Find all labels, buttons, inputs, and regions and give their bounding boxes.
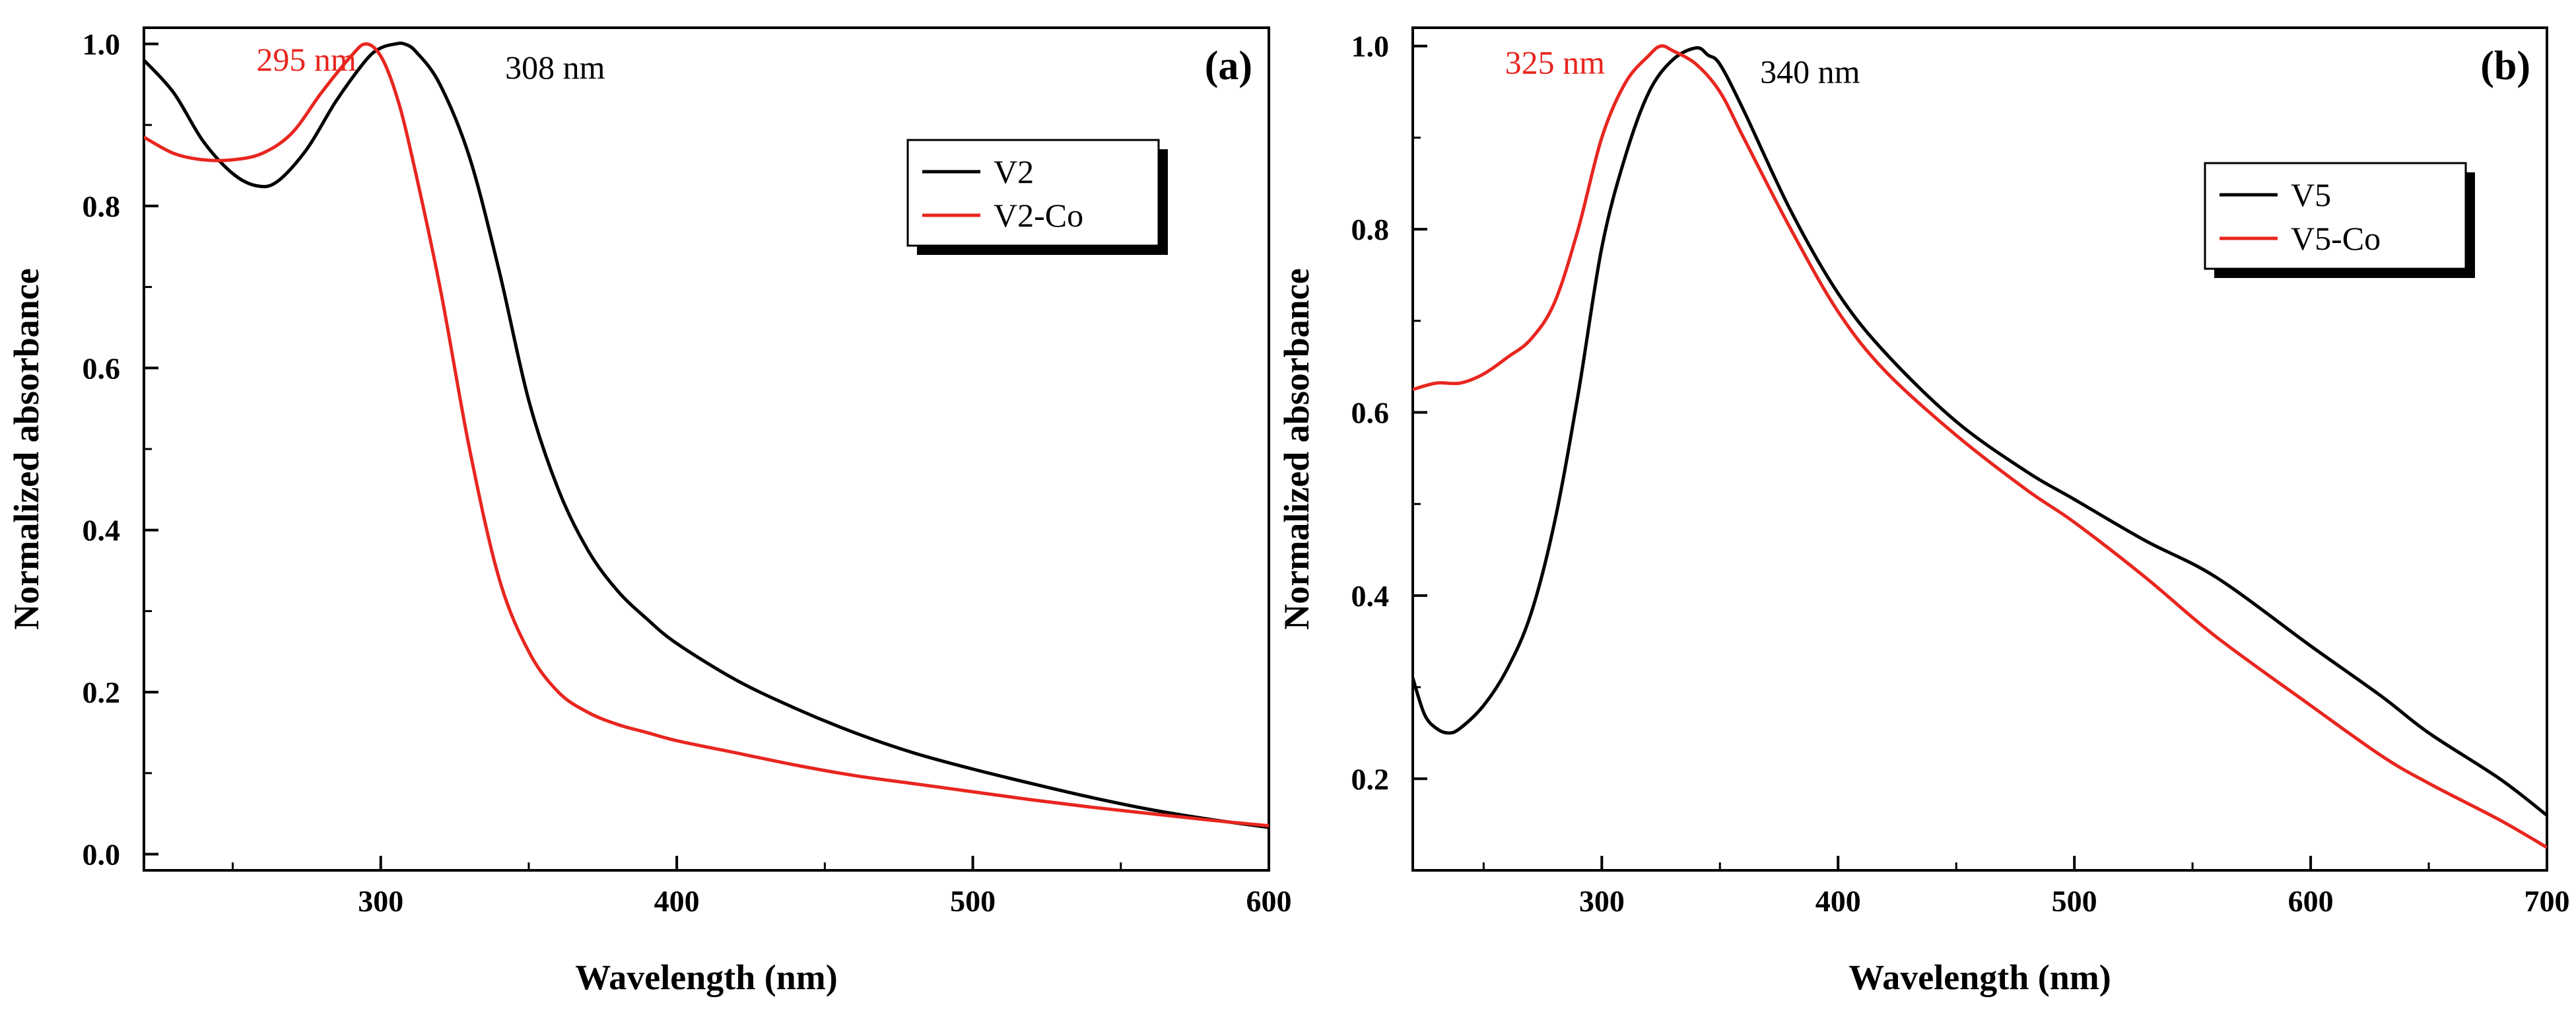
legend-label: V2-Co	[994, 197, 1083, 234]
series-line-v5	[1413, 46, 2547, 817]
panel-b: 300 400 500 600 700 0.2 0.4 0.6 0.8 1.0 Wavelength…	[1277, 26, 2570, 997]
x-tick-label: 400	[654, 884, 700, 918]
peak-annotation: 325 nm	[1505, 44, 1606, 81]
panel-label: (b)	[2480, 44, 2530, 88]
legend-label: V5	[2291, 176, 2331, 213]
y-tick-label: 0.0	[83, 837, 121, 871]
series-line-v2	[144, 41, 1269, 829]
legend-box	[2204, 162, 2467, 270]
y-tick-label: 0.4	[1351, 579, 1390, 613]
peak-annotation: 295 nm	[256, 41, 356, 78]
peak-annotation: 308 nm	[505, 49, 605, 86]
x-tick-label: 700	[2525, 884, 2570, 918]
x-tick-label: 300	[358, 884, 403, 918]
y-tick-label: 1.0	[83, 28, 121, 61]
x-tick-label: 400	[1815, 884, 1861, 918]
x-axis-title: Wavelength (nm)	[575, 958, 838, 997]
y-tick-label: 0.4	[83, 514, 121, 547]
peak-annotation: 340 nm	[1760, 53, 1860, 90]
x-tick-label: 600	[1246, 884, 1292, 918]
series-line-v2-co	[144, 42, 1269, 828]
legend-label: V5-Co	[2291, 220, 2381, 257]
legend-box	[906, 139, 1160, 247]
y-tick-label: 0.8	[83, 190, 121, 223]
plot-frame	[1411, 26, 2548, 872]
x-axis-title: Wavelength (nm)	[1848, 958, 2111, 997]
x-tick-label: 500	[950, 884, 996, 918]
series-line-v5-co	[1413, 44, 2547, 849]
y-tick-label: 0.2	[83, 676, 121, 709]
panel-label: (a)	[1205, 44, 1252, 88]
x-tick-label: 600	[2288, 884, 2334, 918]
y-tick-label: 0.8	[1351, 213, 1390, 246]
y-axis-title: Normalized absorbance	[1277, 268, 1316, 629]
x-tick-label: 300	[1579, 884, 1625, 918]
y-axis-title: Normalized absorbance	[7, 268, 46, 629]
y-tick-label: 1.0	[1351, 30, 1390, 63]
panel-a: 300 400 500 600 0.0 0.2 0.4 0.6 0.8 1.0 Wavelength…	[7, 26, 1292, 997]
y-tick-label: 0.6	[1351, 396, 1390, 430]
legend-label: V2	[994, 153, 1034, 190]
y-tick-label: 0.2	[1351, 762, 1390, 796]
y-tick-label: 0.6	[83, 351, 121, 385]
x-tick-label: 500	[2052, 884, 2097, 918]
